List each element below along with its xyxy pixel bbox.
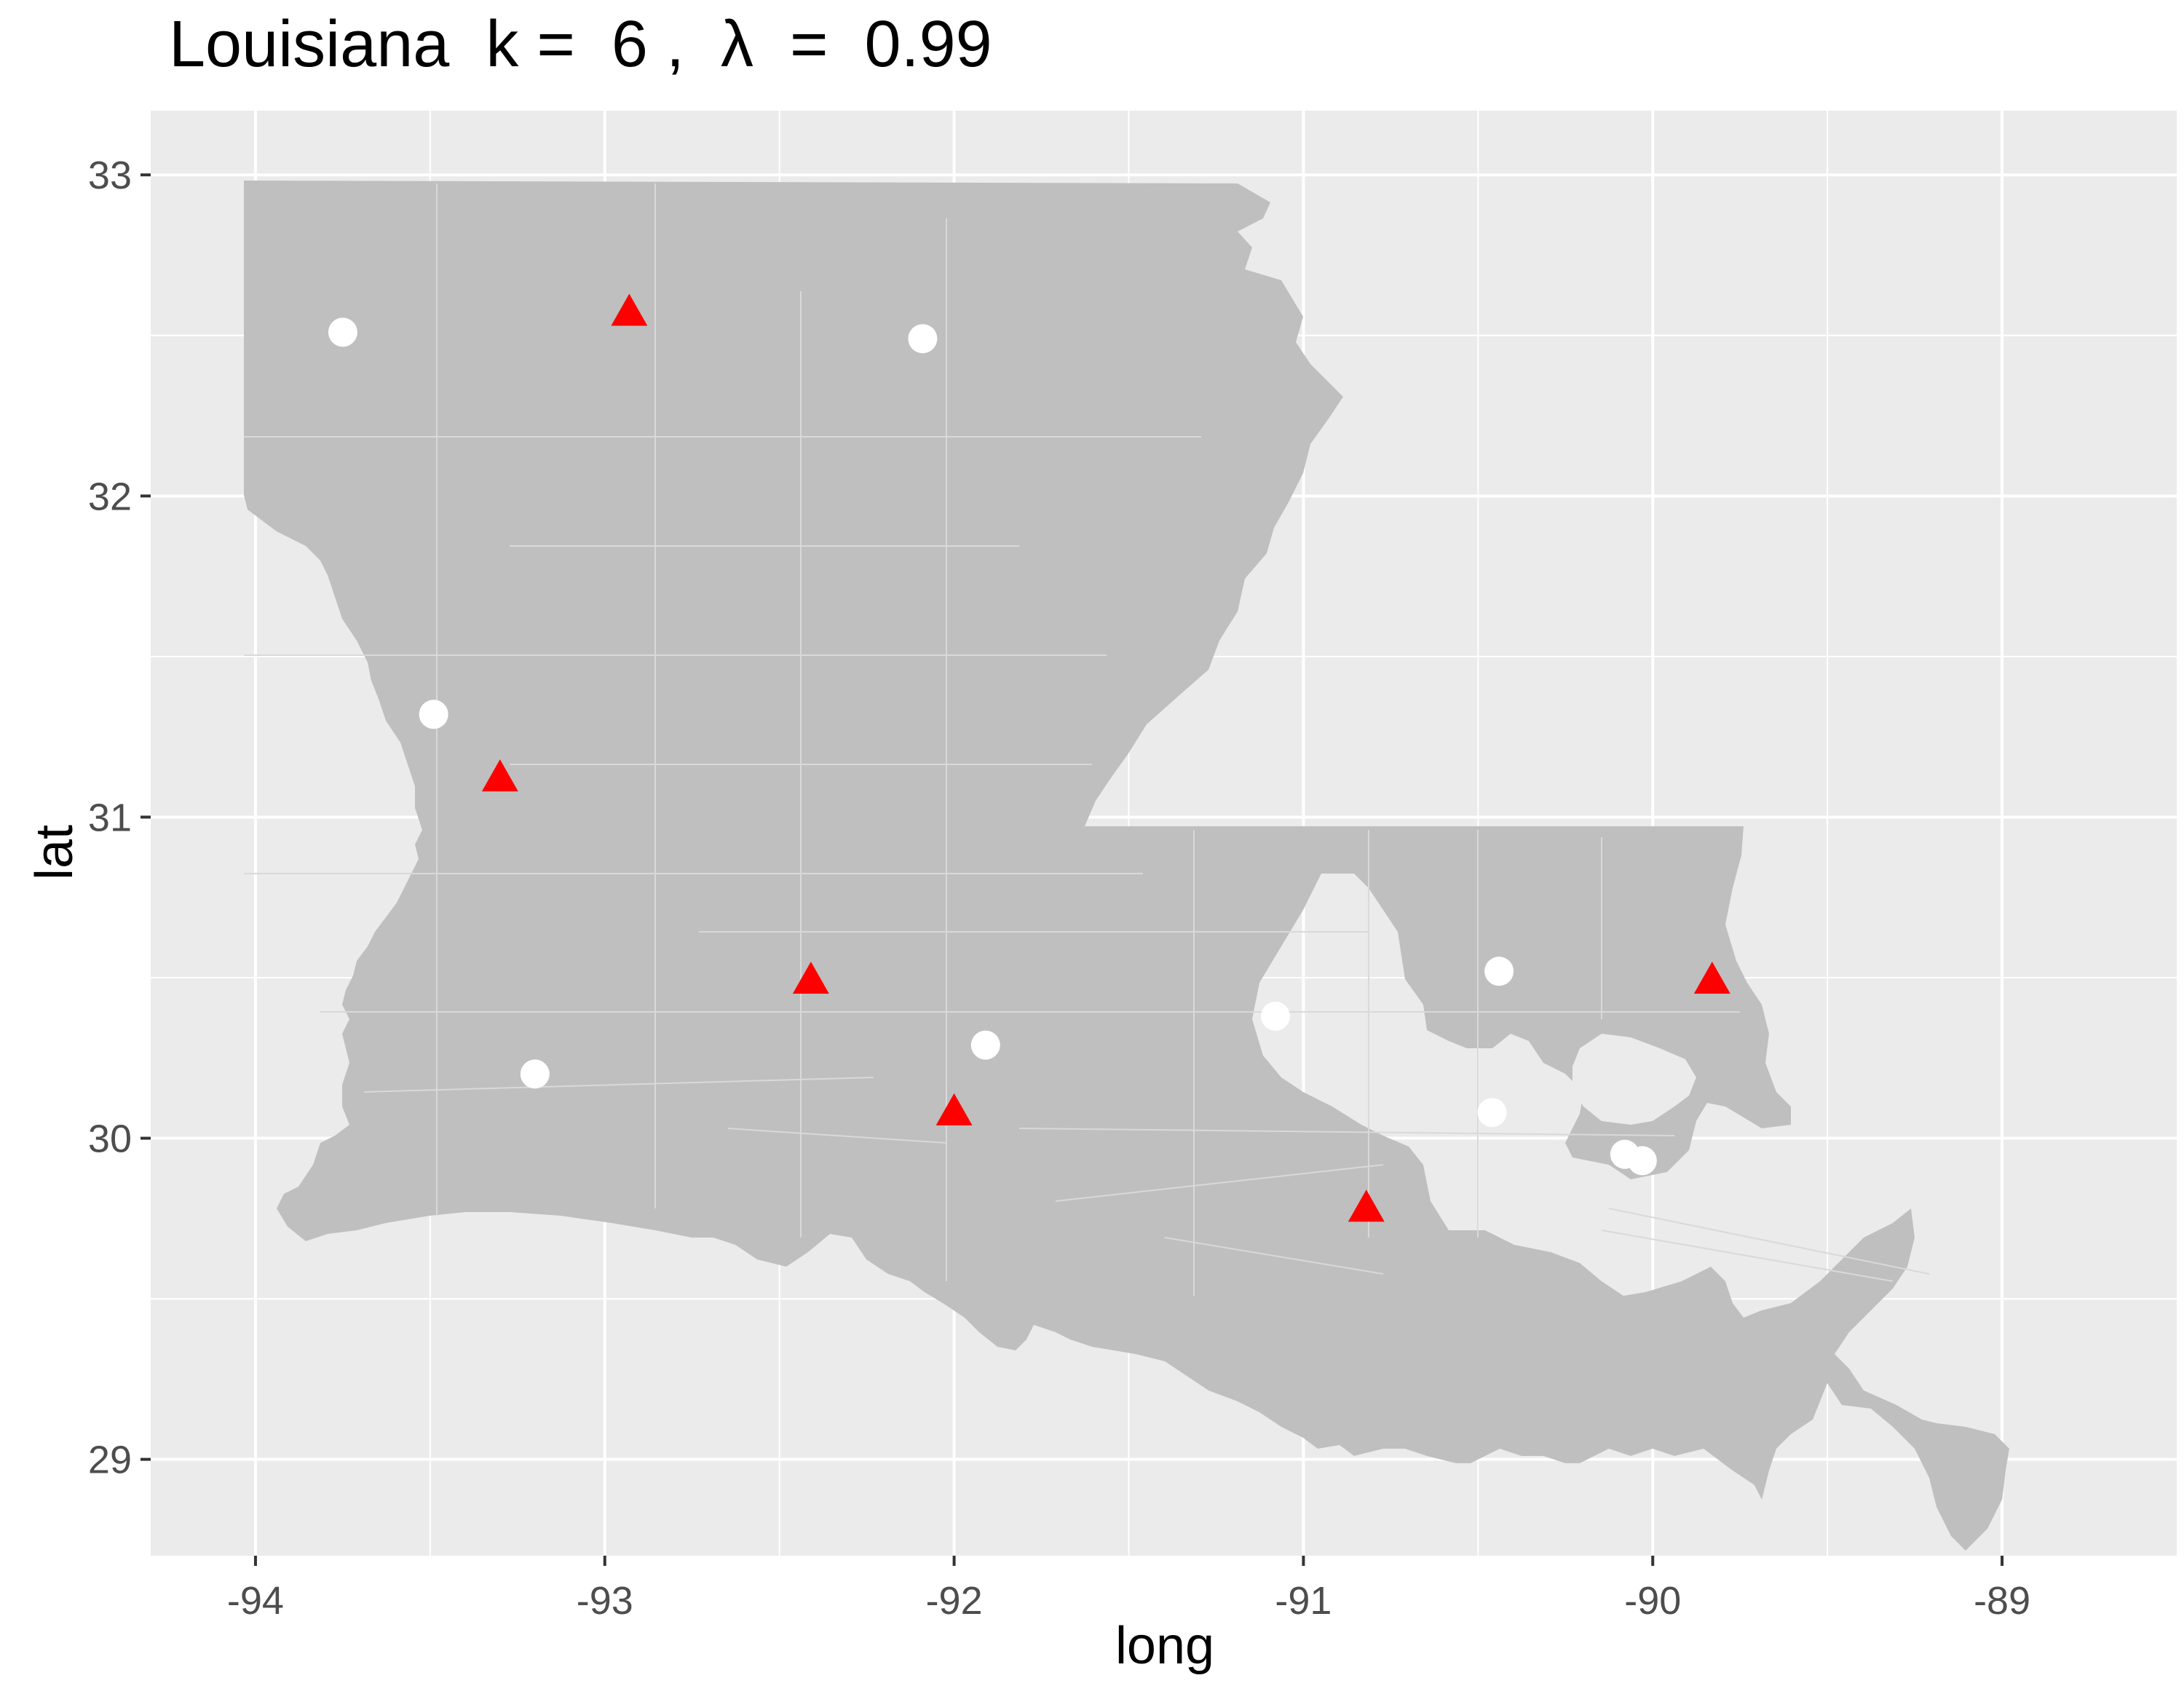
x-tick-label: -92 [926, 1579, 983, 1623]
y-tick-label: 32 [88, 475, 132, 518]
x-tick-label: -91 [1275, 1579, 1332, 1623]
y-tick-label: 30 [88, 1117, 132, 1161]
axes-layer: -94 -93 -92 -91 -90 -89 33 32 31 30 29 [88, 154, 2030, 1623]
lake-pontchartrain [1572, 1034, 1696, 1125]
y-tick-label: 31 [88, 796, 132, 839]
louisiana-state-shape [244, 181, 2009, 1551]
circle-marker [328, 317, 357, 347]
x-axis-title: long [1115, 1617, 1215, 1675]
circle-marker [1477, 1098, 1507, 1128]
triangle-marker [481, 759, 518, 792]
y-tick-label: 33 [88, 154, 132, 197]
markers-layer [328, 293, 1730, 1222]
circle-marker [419, 700, 448, 729]
circle-marker [1261, 1001, 1291, 1031]
triangle-marker [611, 293, 648, 326]
circle-marker [1484, 957, 1514, 986]
x-tick-label: -89 [1974, 1579, 2030, 1623]
louisiana-map [244, 181, 2009, 1551]
triangle-marker [935, 1093, 973, 1125]
x-tick-label: -94 [227, 1579, 284, 1623]
triangle-marker [792, 962, 829, 994]
circle-marker [520, 1059, 550, 1089]
x-tick-label: -90 [1624, 1579, 1681, 1623]
circle-marker [908, 324, 938, 354]
triangle-marker [1693, 962, 1730, 994]
census-tract-boundaries [244, 183, 1930, 1296]
circle-marker [1627, 1146, 1657, 1176]
circle-marker [970, 1030, 1000, 1060]
y-tick-label: 29 [88, 1438, 132, 1482]
triangle-marker [1348, 1190, 1385, 1222]
plot-title: Louisiana k = 6 , λ = 0.99 [169, 8, 992, 81]
x-tick-label: -93 [577, 1579, 633, 1623]
